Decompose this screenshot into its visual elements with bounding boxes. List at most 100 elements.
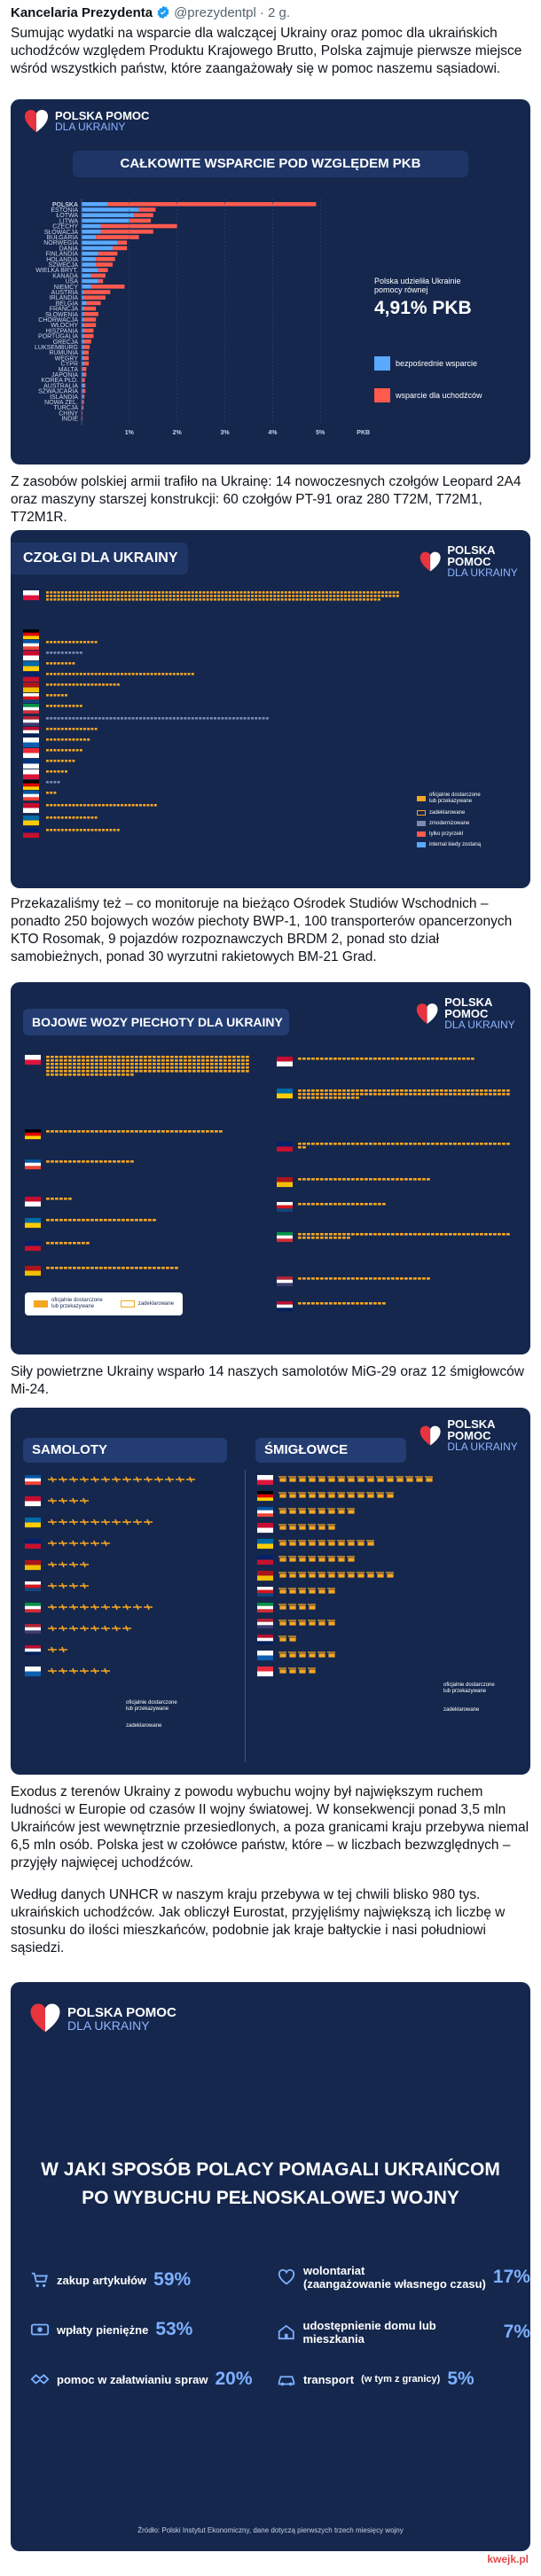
ifv-unit — [161, 1059, 165, 1062]
tank-unit — [68, 816, 72, 819]
tank-unit — [396, 591, 399, 594]
helicopter-unit — [376, 1476, 384, 1482]
ifv-unit — [378, 1089, 381, 1092]
tank-unit — [57, 662, 60, 665]
ifv-unit — [418, 1058, 421, 1060]
helicopter-unit — [337, 1572, 345, 1578]
ifv-unit — [99, 1070, 103, 1073]
tank-unit — [228, 717, 231, 720]
ifv-unit — [351, 1302, 355, 1305]
ifv-unit — [122, 1056, 125, 1058]
helicopter-unit — [298, 1572, 306, 1578]
ifv-unit — [86, 1063, 90, 1066]
helicopter-unit — [318, 1556, 325, 1562]
plane-unit — [59, 1497, 67, 1504]
ifv-unit — [126, 1219, 129, 1222]
tank-unit — [50, 595, 53, 597]
ifv-unit — [489, 1093, 492, 1096]
bar-refugee — [83, 333, 94, 339]
ifv-unit — [378, 1058, 381, 1060]
ifv-unit — [153, 1070, 156, 1073]
ifv-card[interactable]: BOJOWE WOZY PIECHOTY DLA UKRAINY POLSKA … — [11, 982, 530, 1354]
tank-unit — [57, 804, 60, 807]
tank-unit — [53, 717, 57, 720]
helicopter-unit — [347, 1572, 355, 1578]
ifv-unit — [82, 1130, 85, 1133]
tank-unit — [90, 673, 94, 675]
ifv-unit — [311, 1097, 315, 1099]
ifv-unit — [113, 1059, 116, 1062]
tweet-paragraph-4: Siły powietrzne Ukrainy wsparło 14 naszy… — [11, 1364, 524, 1397]
tank-unit — [50, 673, 53, 675]
plane-unit — [59, 1561, 67, 1568]
tanks-card[interactable]: CZOŁGI DLA UKRAINY POLSKA POMOC DLA UKRA… — [11, 530, 530, 888]
country-flag-icon — [277, 1089, 293, 1099]
ifv-unit — [59, 1066, 63, 1069]
ifv-unit — [113, 1073, 116, 1076]
tank-unit — [75, 673, 79, 675]
ifv-unit — [77, 1160, 81, 1163]
tank-unit — [165, 598, 169, 601]
tank-unit — [299, 598, 302, 601]
ifv-unit — [298, 1277, 302, 1280]
ifv-unit — [404, 1093, 408, 1096]
tank-unit — [50, 662, 53, 665]
country-flag-icon — [23, 716, 39, 727]
tank-unit — [262, 717, 265, 720]
ifv-unit — [320, 1089, 324, 1092]
ifv-unit — [73, 1059, 76, 1062]
tank-unit — [65, 804, 67, 807]
tank-unit — [139, 591, 142, 594]
ifv-unit — [409, 1058, 412, 1060]
plane-unit — [80, 1497, 89, 1504]
ifv-unit — [95, 1160, 98, 1163]
tank-unit — [262, 595, 265, 597]
tank-unit — [146, 673, 150, 675]
tank-unit — [370, 595, 373, 597]
ifv-unit — [73, 1066, 76, 1069]
aircraft-card[interactable]: SAMOLOTY ŚMIGŁOWCE POLSKA POMOC DLA UKRA… — [11, 1408, 530, 1775]
ifv-unit — [449, 1058, 452, 1060]
plane-unit — [59, 1540, 67, 1547]
country-flag-icon — [25, 1624, 41, 1635]
ifv-unit — [68, 1242, 72, 1245]
bar-refugee — [83, 328, 94, 333]
ifv-unit — [307, 1237, 310, 1239]
ifv-unit — [126, 1130, 129, 1133]
helicopter-unit — [318, 1540, 325, 1546]
country-flag-icon — [277, 1057, 293, 1067]
tank-unit — [247, 595, 250, 597]
ifv-unit — [223, 1059, 227, 1062]
tank-unit — [340, 598, 343, 601]
y-tick-label: KOREA PŁD. — [41, 378, 78, 384]
tank-unit — [98, 683, 101, 686]
ifv-unit — [342, 1203, 346, 1206]
ifv-unit — [117, 1056, 121, 1058]
ifv-unit — [104, 1073, 107, 1076]
tank-unit — [232, 717, 235, 720]
bar-refugee — [83, 372, 87, 377]
gdp-support-card[interactable]: POLSKA POMOC DLA UKRAINY CAŁKOWITE WSPAR… — [11, 99, 530, 464]
ifv-unit — [409, 1233, 412, 1236]
ifv-unit — [179, 1063, 183, 1066]
tank-unit — [53, 816, 57, 819]
plane-unit — [122, 1625, 131, 1632]
ifv-unit — [206, 1066, 209, 1069]
author-handle[interactable]: @prezydentpl — [174, 4, 256, 20]
ifv-unit — [373, 1277, 377, 1280]
tank-unit — [50, 652, 53, 654]
bar-refugee — [82, 416, 83, 421]
helicopter-unit — [366, 1540, 374, 1546]
ifv-unit — [206, 1063, 209, 1066]
tank-unit — [336, 591, 340, 594]
ifv-unit — [342, 1233, 346, 1236]
ifv-unit — [391, 1058, 395, 1060]
tank-unit — [72, 728, 75, 730]
tank-unit — [143, 673, 146, 675]
legend-declared: zadeklarowane — [417, 810, 523, 816]
ifv-unit — [157, 1063, 161, 1066]
tank-unit — [60, 738, 64, 741]
author-name[interactable]: Kancelaria Prezydenta — [11, 4, 153, 20]
help-ways-card[interactable]: POLSKA POMOC DLA UKRAINY W JAKI SPOSÓB P… — [11, 1982, 530, 2551]
ifv-unit — [498, 1089, 501, 1092]
